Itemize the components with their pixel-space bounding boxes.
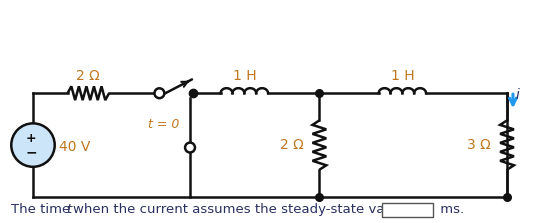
Circle shape [185,142,195,153]
Text: 1 H: 1 H [391,69,414,83]
Text: 2 Ω: 2 Ω [280,138,304,152]
Circle shape [155,88,164,98]
Text: The time: The time [11,203,75,216]
Text: when the current assumes the steady-state value is: when the current assumes the steady-stat… [74,203,420,216]
Text: ms.: ms. [436,203,464,216]
Text: +: + [26,132,36,145]
Text: t: t [67,203,72,216]
Text: 1 H: 1 H [233,69,256,83]
Text: i: i [516,88,520,102]
FancyBboxPatch shape [381,203,433,217]
Circle shape [11,123,55,167]
Text: 2 Ω: 2 Ω [76,69,100,83]
Text: 40 V: 40 V [58,140,90,154]
Text: −: − [25,145,37,159]
Text: 3 Ω: 3 Ω [467,138,491,152]
Text: t = 0: t = 0 [148,118,179,131]
